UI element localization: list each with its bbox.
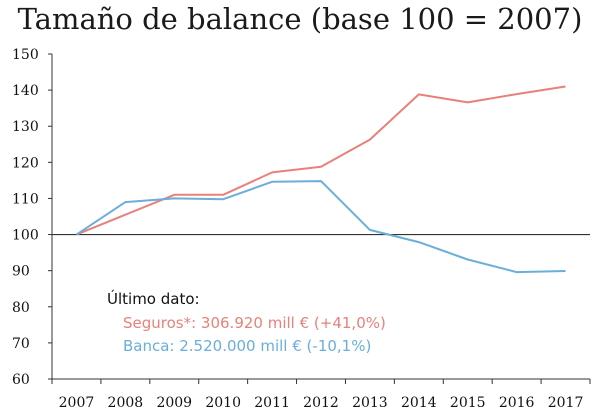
x-tick-label: 2016 bbox=[499, 395, 535, 411]
y-tick-label: 90 bbox=[12, 264, 30, 280]
series-layer bbox=[75, 85, 566, 274]
x-tick-label: 2015 bbox=[450, 395, 486, 411]
x-tick-label: 2013 bbox=[352, 395, 388, 411]
x-tick-label: 2010 bbox=[205, 395, 241, 411]
y-tick-label: 80 bbox=[12, 300, 30, 316]
y-tick-label: 140 bbox=[12, 83, 39, 99]
axes: 60 70 80 90 100 110 120 130 140 150 2007 2008 2009 20… bbox=[12, 47, 591, 411]
last-data-annotation: Último dato: Seguros*: 306.920 mill € (+4… bbox=[107, 289, 386, 355]
annotation-heading: Último dato: bbox=[107, 289, 200, 308]
y-tick-label: 150 bbox=[12, 47, 39, 63]
x-tick-label: 2012 bbox=[303, 395, 339, 411]
y-tick-label: 120 bbox=[12, 155, 39, 171]
x-tick-label: 2007 bbox=[59, 395, 95, 411]
y-tick-label: 100 bbox=[12, 228, 39, 244]
annotation-line: Seguros*: 306.920 mill € (+41,0%) bbox=[123, 314, 386, 332]
y-tick-label: 110 bbox=[12, 191, 39, 207]
x-tick-label: 2008 bbox=[108, 395, 144, 411]
x-tick-label: 2017 bbox=[548, 395, 584, 411]
x-tick-label: 2009 bbox=[156, 395, 192, 411]
x-tick-label: 2014 bbox=[401, 395, 437, 411]
x-tick-label: 2011 bbox=[254, 395, 290, 411]
chart-title: Tamaño de balance (base 100 = 2007) bbox=[17, 2, 583, 36]
series-line-banca bbox=[75, 180, 566, 274]
y-tick-label: 60 bbox=[12, 372, 30, 388]
y-tick-label: 70 bbox=[12, 336, 30, 352]
y-tick-label: 130 bbox=[12, 119, 39, 135]
annotation-line: Banca: 2.520.000 mill € (-10,1%) bbox=[123, 337, 371, 355]
series-line-seguros bbox=[76, 85, 566, 236]
